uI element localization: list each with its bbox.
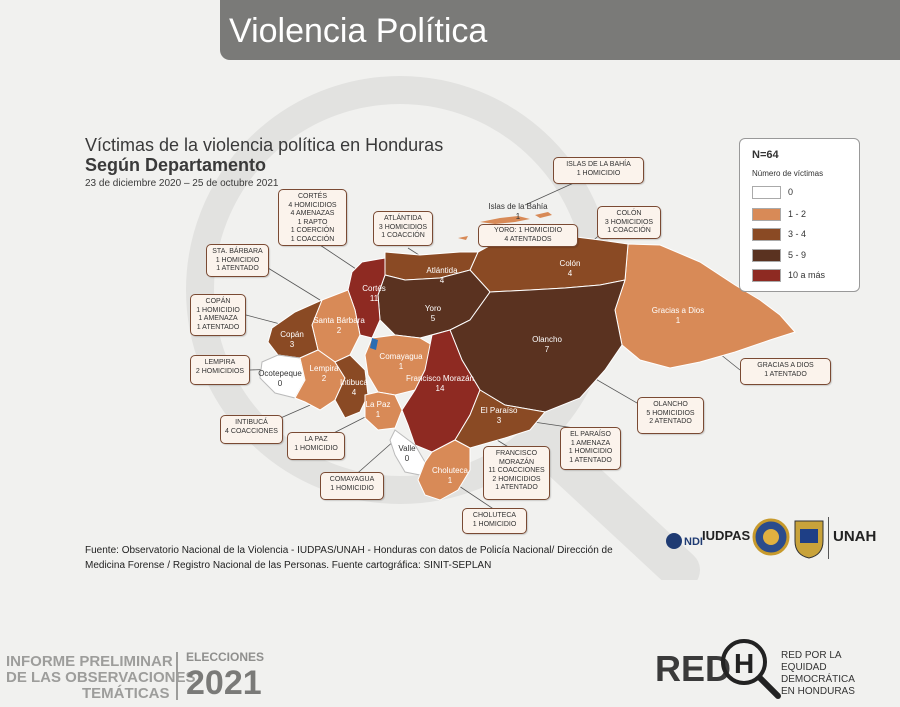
dept-valle [389, 429, 426, 476]
ndi-logo: NDI [664, 525, 724, 561]
legend-item-3-4: 3 - 4 [752, 228, 852, 242]
map-title: Víctimas de la violencia política en Hon… [85, 135, 444, 155]
header-bar [220, 0, 900, 60]
legend-swatch [752, 186, 781, 199]
legend-item-1-2: 1 - 2 [752, 208, 852, 222]
callout-yoro: YORO: 1 HOMICIDIO 4 ATENTADOS [478, 224, 578, 247]
label-la-paz: La Paz 1 [365, 400, 391, 419]
label-ocotepeque: Ocotepeque 0 [258, 369, 302, 388]
dept-lempira [294, 349, 346, 411]
label-copan: Copán 3 [280, 330, 304, 349]
footer-divider [176, 652, 178, 700]
unah-logo: UNAH [833, 528, 877, 545]
legend-swatch [752, 208, 781, 221]
legend-item-0: 0 [752, 186, 852, 200]
legend-swatch [752, 228, 781, 241]
footer-elecciones: ELECCIONES [186, 650, 265, 664]
label-olancho: Olancho 7 [532, 335, 562, 354]
label-lempira: Lempira 2 [309, 364, 339, 383]
dept-la-paz [364, 391, 403, 431]
label-el-paraiso: El Paraíso 3 [480, 406, 518, 425]
callout-atlantida: ATLÁNTIDA 3 HOMICIDIOS 1 COACCIÓN [373, 211, 433, 246]
callout-islas-de-la-bahia: ISLAS DE LA BAHÍA 1 HOMICIDIO [553, 157, 644, 184]
label-islas-de-la-bahia: Islas de la Bahía 1 [488, 202, 548, 221]
callout-choluteca: CHOLUTECA 1 HOMICIDIO [462, 508, 527, 534]
dept-intibuca [334, 354, 369, 419]
legend-item-5-9: 5 - 9 [752, 249, 852, 263]
callout-francisco-morazan: FRANCISCO MORAZÁN 11 COACCIONES 2 HOMICIDI… [483, 446, 550, 500]
map-legend: N=64 Número de víctimas 0 1 - 2 3 - 4 5 … [739, 138, 860, 292]
callout-copan: COPÁN 1 HOMICIDIO 1 AMENAZA 1 ATENTADO [190, 294, 246, 336]
legend-item-10-mas: 10 a más [752, 269, 852, 283]
seal-1-icon [752, 518, 790, 556]
unah-shield-icon [793, 517, 825, 559]
label-cortes: Cortés 11 [362, 284, 386, 303]
dept-lake-yojoa [370, 338, 378, 350]
label-santa-barbara: Santa Bárbara 2 [313, 316, 365, 335]
page-title: Violencia Política [229, 12, 488, 50]
red-tagline: RED POR LA EQUIDAD DEMOCRÁTICA EN HONDUR… [781, 650, 855, 697]
callout-santa-barbara: STA. BÁRBARA 1 HOMICIDIO 1 ATENTADO [206, 244, 269, 277]
label-intibuca: Intibucá 4 [339, 378, 369, 397]
red-logo-text: RED [655, 648, 732, 689]
label-atlantida: Atlántida 4 [426, 266, 458, 285]
svg-text:H: H [734, 648, 754, 679]
label-choluteca: Choluteca 1 [431, 466, 469, 485]
callout-olancho: OLANCHO 5 HOMICIDIOS 2 ATENTADO [637, 397, 704, 434]
callout-comayagua: COMAYAGUA 1 HOMICIDIO [320, 472, 384, 500]
iudpas-logo: IUDPAS [702, 528, 751, 543]
callout-la-paz: LA PAZ 1 HOMICIDIO [287, 432, 345, 460]
source-note: Fuente: Observatorio Nacional de la Viol… [85, 545, 613, 571]
callout-colon: COLÓN 3 HOMICIDIOS 1 COACCIÓN [597, 206, 661, 239]
label-comayagua: Comayagua 1 [379, 352, 423, 371]
label-yoro: Yoro 5 [424, 304, 442, 323]
legend-swatch [752, 269, 781, 282]
legend-swatch [752, 249, 781, 262]
label-colon: Colón 4 [559, 259, 581, 278]
label-francisco-morazan: Francisco Morazán 14 [405, 374, 475, 393]
logo-divider [828, 517, 829, 559]
callout-el-paraiso: EL PARAÍSO 1 AMENAZA 1 HOMICIDIO 1 ATENTADO [560, 427, 621, 470]
red-magnifier-icon: H [721, 639, 781, 699]
callout-cortes: CORTÉS 4 HOMICIDIOS 4 AMENAZAS 1 RAPTO 1 COE… [278, 189, 347, 246]
callout-gracias-a-dios: GRACIAS A DIOS 1 ATENTADO [740, 358, 831, 385]
footer-report-title: INFORME PRELIMINAR DE LAS OBSERVACIONES … [6, 653, 196, 702]
map-date-range: 23 de diciembre 2020 – 25 de octubre 202… [85, 178, 279, 189]
callout-intibuca: INTIBUCÁ 4 COACCIONES [220, 415, 283, 444]
legend-total: N=64 [752, 149, 779, 161]
legend-subtitle: Número de víctimas [752, 169, 824, 178]
callout-lempira: LEMPIRA 2 HOMICIDIOS [190, 355, 250, 385]
label-gracias-a-dios: Gracias a Dios 1 [651, 306, 705, 325]
footer-year: 2021 [186, 664, 262, 702]
dept-el-paraiso [454, 389, 546, 449]
islas-de-la-bahia [458, 212, 552, 240]
dept-choluteca [417, 439, 471, 501]
label-valle: Valle 0 [398, 444, 416, 463]
svg-text:NDI: NDI [684, 536, 703, 548]
map-subtitle: Según Departamento [85, 155, 267, 175]
